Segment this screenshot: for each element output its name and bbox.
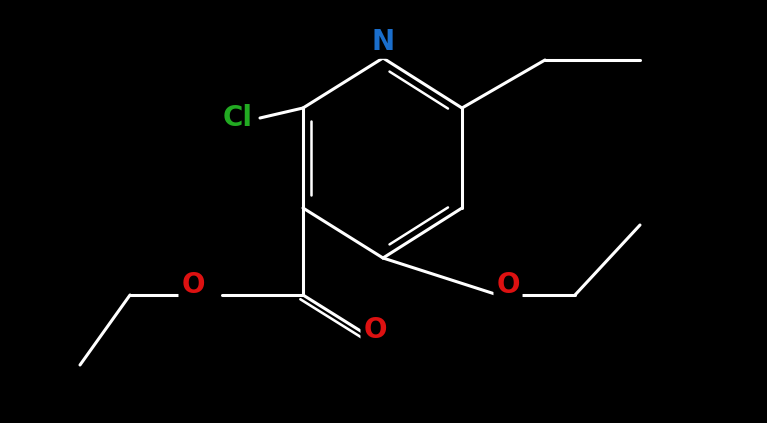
Text: O: O <box>496 271 520 299</box>
Text: Cl: Cl <box>223 104 253 132</box>
Text: O: O <box>181 271 205 299</box>
Text: O: O <box>364 316 387 344</box>
Text: N: N <box>371 28 394 56</box>
